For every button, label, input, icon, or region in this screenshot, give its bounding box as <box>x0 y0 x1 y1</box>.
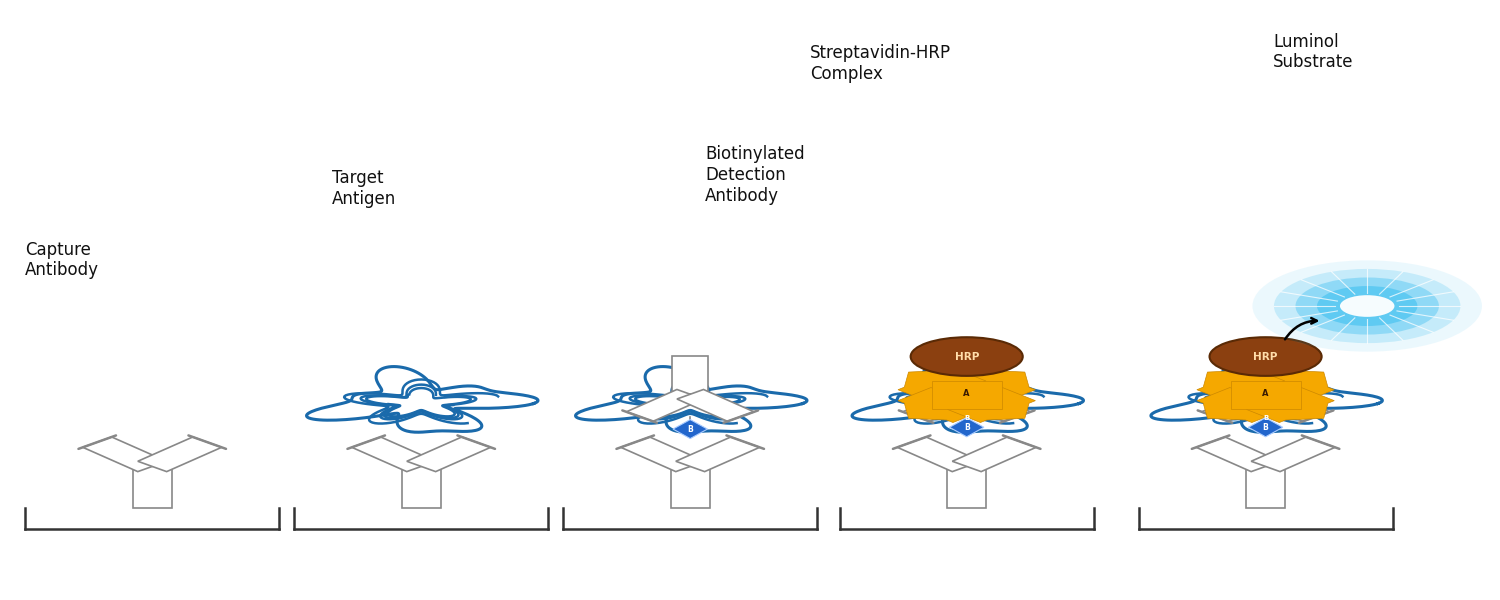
Polygon shape <box>676 389 754 421</box>
Circle shape <box>1252 260 1482 352</box>
Polygon shape <box>952 437 1036 472</box>
Text: Target
Antigen: Target Antigen <box>332 169 396 208</box>
Polygon shape <box>672 356 708 394</box>
Polygon shape <box>948 368 1035 403</box>
Polygon shape <box>621 437 705 472</box>
Polygon shape <box>402 466 441 508</box>
Text: B: B <box>1263 423 1269 432</box>
Polygon shape <box>897 437 981 472</box>
Polygon shape <box>406 437 490 472</box>
Polygon shape <box>954 389 1030 421</box>
Text: Biotinylated
Detection
Antibody: Biotinylated Detection Antibody <box>705 145 806 205</box>
Polygon shape <box>82 437 166 472</box>
Polygon shape <box>1246 466 1286 508</box>
Polygon shape <box>898 388 986 422</box>
Text: Capture
Antibody: Capture Antibody <box>26 241 99 280</box>
Ellipse shape <box>910 337 1023 376</box>
Text: Luminol
Substrate: Luminol Substrate <box>1274 32 1353 71</box>
Polygon shape <box>1197 368 1286 403</box>
Polygon shape <box>898 368 986 403</box>
Text: A: A <box>963 389 970 398</box>
Circle shape <box>1274 269 1461 343</box>
Polygon shape <box>948 388 1035 422</box>
Polygon shape <box>950 418 984 437</box>
Polygon shape <box>1252 389 1329 421</box>
Bar <box>932 381 1002 409</box>
Polygon shape <box>138 437 222 472</box>
Polygon shape <box>676 437 759 472</box>
Polygon shape <box>950 356 984 394</box>
Text: B: B <box>1263 415 1268 421</box>
Polygon shape <box>1251 437 1335 472</box>
Circle shape <box>1340 295 1395 317</box>
Circle shape <box>1296 277 1438 335</box>
Polygon shape <box>1246 388 1335 422</box>
Polygon shape <box>1248 418 1282 437</box>
Text: HRP: HRP <box>954 352 980 362</box>
Polygon shape <box>1197 388 1286 422</box>
Text: A: A <box>1263 389 1269 398</box>
Polygon shape <box>134 466 171 508</box>
Ellipse shape <box>1209 337 1322 376</box>
Text: B: B <box>687 425 693 434</box>
Polygon shape <box>674 419 708 439</box>
Polygon shape <box>627 389 704 421</box>
Polygon shape <box>948 466 986 508</box>
Polygon shape <box>1248 356 1284 394</box>
Polygon shape <box>1246 368 1335 403</box>
Text: B: B <box>964 415 969 421</box>
Polygon shape <box>1202 389 1280 421</box>
Circle shape <box>1317 286 1418 326</box>
Polygon shape <box>903 389 980 421</box>
Bar <box>1230 381 1300 409</box>
Text: HRP: HRP <box>1254 352 1278 362</box>
Polygon shape <box>352 437 435 472</box>
Text: Streptavidin-HRP
Complex: Streptavidin-HRP Complex <box>810 44 951 83</box>
Polygon shape <box>1196 437 1280 472</box>
Polygon shape <box>670 466 710 508</box>
Text: B: B <box>964 423 969 432</box>
